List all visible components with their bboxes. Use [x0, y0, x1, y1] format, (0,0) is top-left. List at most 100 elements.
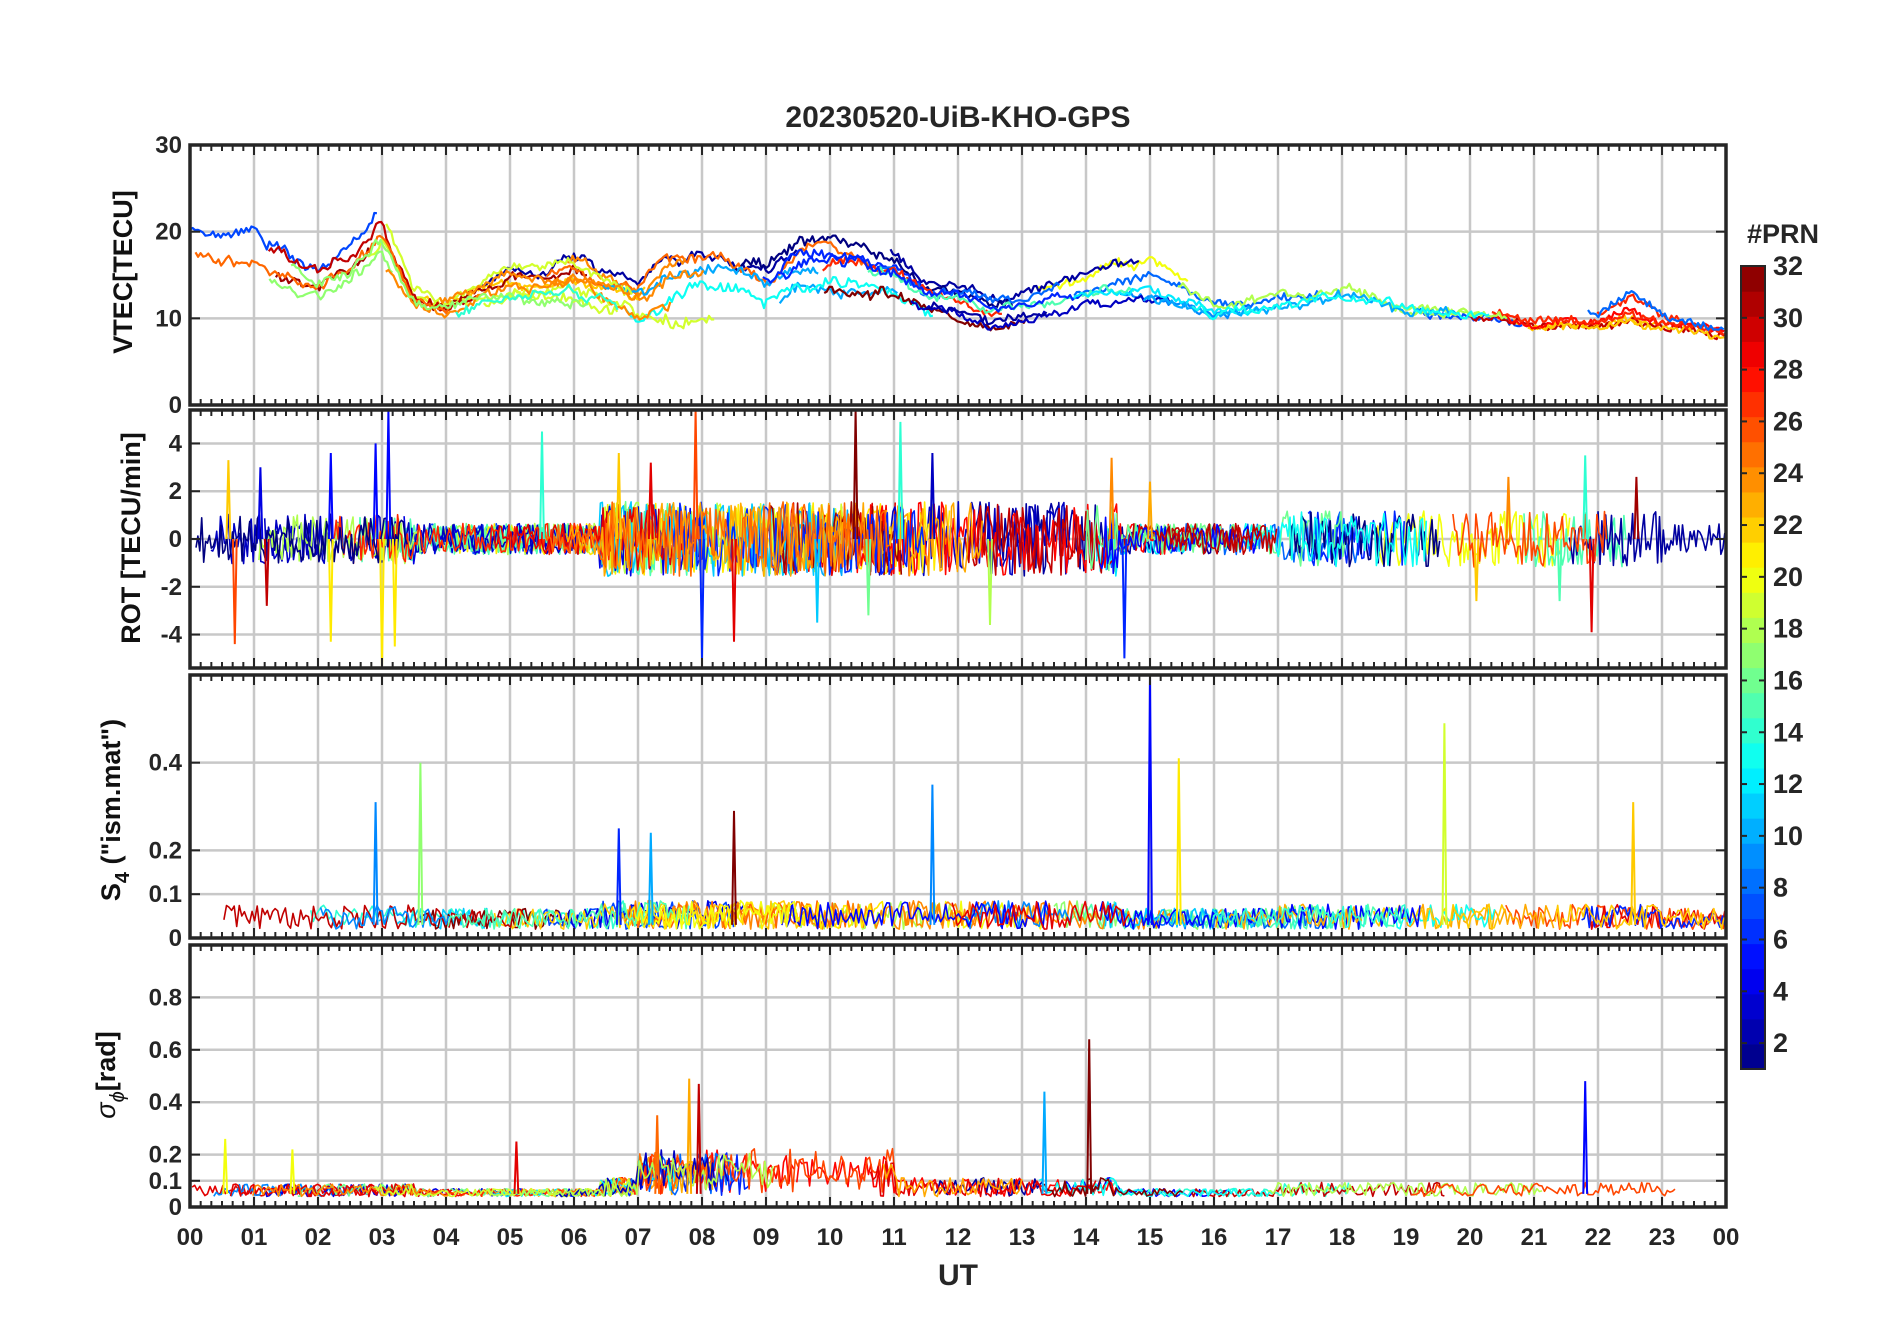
- s4-trace: [223, 904, 527, 930]
- colorbar-tick-label: 12: [1773, 769, 1803, 799]
- colorbar-tick-label: 2: [1773, 1028, 1788, 1058]
- colorbar-segment: [1741, 542, 1765, 568]
- colorbar-tick-label: 6: [1773, 924, 1788, 954]
- colorbar-segment: [1741, 341, 1765, 367]
- rot-trace-spike: [327, 538, 334, 642]
- sigma-phi-trace: [487, 1152, 774, 1198]
- x-tick-label: 00: [177, 1224, 204, 1251]
- rot-trace-spike: [385, 409, 392, 540]
- rot-trace-spike: [372, 443, 379, 540]
- y-tick-label: 0: [169, 392, 182, 419]
- rot-trace-spike: [929, 452, 936, 540]
- colorbar-segment: [1741, 993, 1765, 1020]
- colorbar-segment: [1741, 792, 1765, 819]
- vtec-arc: [1072, 285, 1264, 316]
- y-tick-label: 2: [169, 478, 182, 505]
- rot-trace-spike: [1556, 538, 1563, 602]
- s4-trace: [1393, 903, 1496, 930]
- x-tick-label: 12: [945, 1224, 972, 1251]
- s4-trace: [1554, 903, 1725, 930]
- y-tick-label: 20: [155, 219, 182, 246]
- colorbar-segment: [1741, 968, 1765, 995]
- s4-trace-spike: [372, 802, 379, 925]
- sigma-phi-label-symbol: σ: [91, 1101, 121, 1119]
- rot-trace: [969, 501, 1233, 577]
- vtec-arc: [910, 294, 1173, 331]
- vtec-arc: [889, 248, 1140, 304]
- y-tick-label: 0.2: [149, 1142, 182, 1169]
- x-tick-label: 07: [625, 1224, 652, 1251]
- vtec-arc: [567, 254, 687, 296]
- x-tick-label: 23: [1649, 1224, 1676, 1251]
- x-tick-label: 18: [1329, 1224, 1356, 1251]
- vtec-series: [189, 211, 1726, 341]
- s4-trace-spike: [1175, 758, 1182, 925]
- sigma-phi-label-rest: [rad]: [91, 1031, 121, 1091]
- x-tick-label: 01: [241, 1224, 268, 1251]
- s4-panel: 0 0.1 0.2 0.4 S4 ("ism.mat"): [96, 673, 1728, 952]
- sigma-phi-series: [191, 1039, 1676, 1198]
- colorbar-tick-label: 24: [1773, 458, 1803, 488]
- colorbar-segment: [1741, 692, 1765, 719]
- vtec-arc: [602, 263, 819, 297]
- colorbar-tick-label: 20: [1773, 562, 1803, 592]
- vtec-arc: [867, 266, 1135, 314]
- s4-trace: [1585, 903, 1726, 931]
- rot-trace-spike: [987, 538, 993, 626]
- colorbar-tick-label: 28: [1773, 355, 1803, 385]
- s4-trace-spike: [731, 810, 737, 925]
- s4-trace: [1162, 905, 1288, 930]
- colorbar-segment: [1741, 516, 1765, 543]
- s4-label-rest: ("ism.mat"): [96, 719, 126, 872]
- vtec-arc: [926, 301, 1048, 326]
- y-tick-label: 4: [169, 430, 183, 457]
- colorbar-segment: [1741, 441, 1765, 468]
- rot-y-tick-labels: -4 -2 0 2 4: [161, 430, 183, 648]
- y-tick-label: 0: [169, 526, 182, 553]
- sigma-phi-trace-spike: [1041, 1091, 1048, 1194]
- s4-trace: [1099, 900, 1421, 930]
- vtec-ticks: [188, 143, 1728, 407]
- x-tick-label: 05: [497, 1224, 524, 1251]
- x-axis-label: UT: [938, 1259, 978, 1292]
- x-tick-label: 02: [305, 1224, 332, 1251]
- x-tick-label: 08: [689, 1224, 716, 1251]
- colorbar-title: #PRN: [1747, 219, 1819, 249]
- rot-trace: [403, 505, 707, 577]
- x-tick-label: 06: [561, 1224, 588, 1251]
- panel-frame: [188, 673, 1728, 940]
- x-tick-label: 09: [753, 1224, 780, 1251]
- vtec-arc: [779, 248, 925, 291]
- s4-trace: [634, 899, 801, 930]
- rot-trace-spike: [1108, 457, 1115, 540]
- panel-frame: [188, 943, 1728, 1209]
- colorbar-tick-label: 14: [1773, 717, 1803, 747]
- sigma-phi-y-tick-labels: 00.10.2 0.4 0.6 0.8: [149, 984, 183, 1221]
- colorbar-segment: [1741, 316, 1765, 342]
- sigma-phi-trace-spike: [695, 1083, 702, 1194]
- rot-trace-spike: [327, 452, 334, 540]
- colorbar-gradient: [1741, 266, 1765, 1070]
- y-tick-label: 10: [155, 305, 182, 332]
- x-tick-label: 15: [1137, 1224, 1164, 1251]
- sigma-phi-trace: [1043, 1177, 1184, 1198]
- s4-ticks: [188, 673, 1728, 940]
- colorbar-segment: [1741, 943, 1765, 970]
- colorbar-tick-label: 30: [1773, 303, 1803, 333]
- sigma-phi-trace-spike: [1582, 1081, 1589, 1194]
- colorbar-segment: [1741, 742, 1765, 769]
- rot-trace-spike: [615, 452, 622, 540]
- rot-series: [195, 409, 1726, 669]
- rot-trace-spike: [1633, 476, 1640, 540]
- vtec-arc: [455, 283, 619, 318]
- sigma-phi-trace-spike: [289, 1149, 296, 1194]
- rot-trace-spike: [1582, 455, 1589, 540]
- y-tick-label: -4: [161, 622, 183, 649]
- x-tick-label: 21: [1521, 1224, 1548, 1251]
- colorbar-segment: [1741, 291, 1765, 317]
- chart-title: 20230520-UiB-KHO-GPS: [785, 101, 1130, 134]
- s4-trace: [319, 904, 450, 930]
